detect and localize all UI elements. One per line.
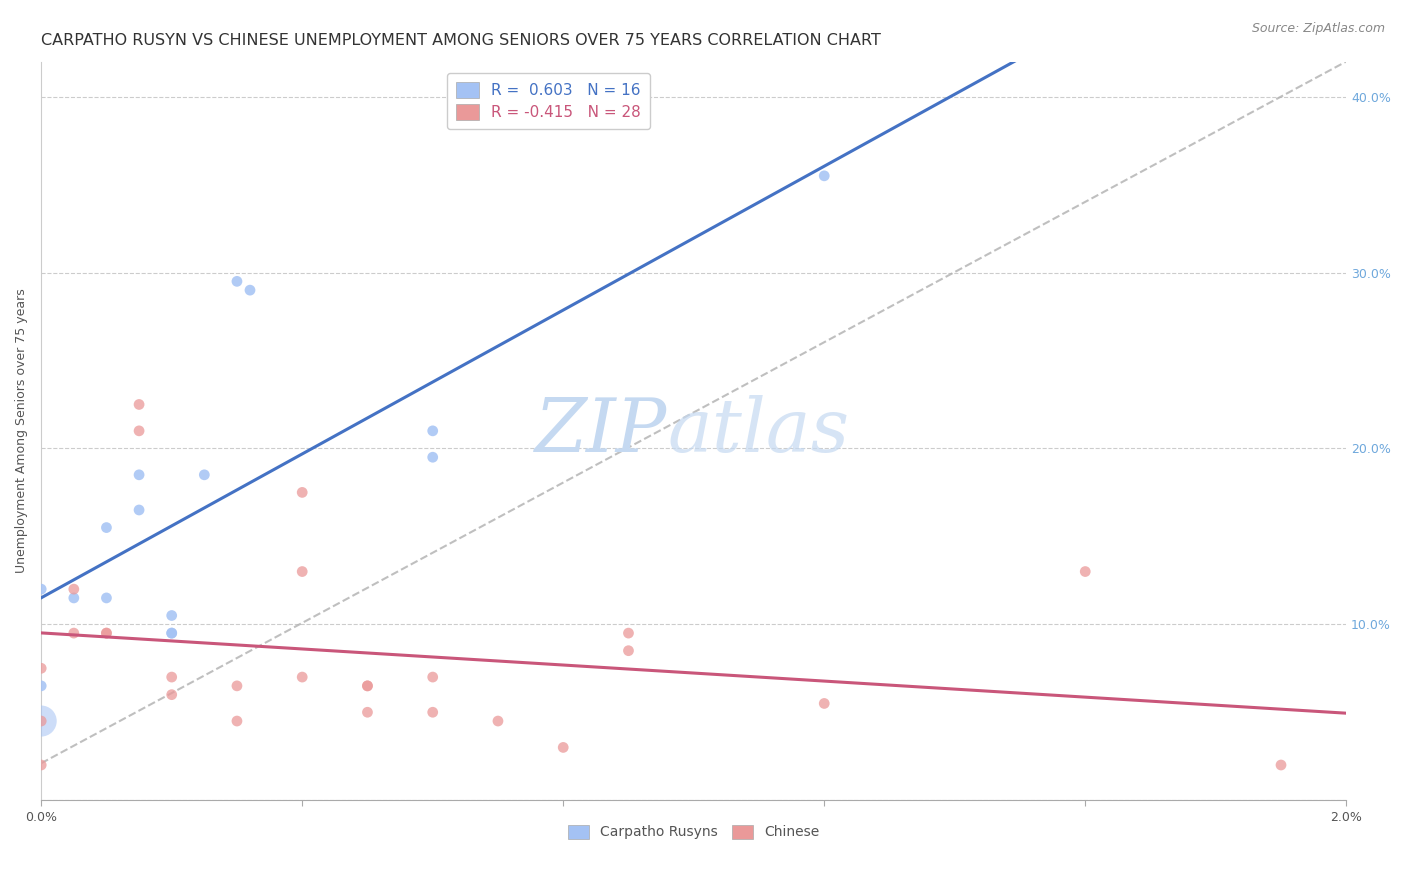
Point <box>96 626 118 640</box>
Point <box>128 467 150 482</box>
Point <box>128 503 150 517</box>
Point <box>356 679 378 693</box>
Point <box>30 661 52 675</box>
Point <box>226 714 249 728</box>
Point <box>617 626 640 640</box>
Point <box>96 520 118 534</box>
Point <box>1270 758 1292 772</box>
Point <box>226 679 249 693</box>
Point <box>291 670 314 684</box>
Y-axis label: Unemployment Among Seniors over 75 years: Unemployment Among Seniors over 75 years <box>15 288 28 574</box>
Point <box>160 688 183 702</box>
Point <box>486 714 509 728</box>
Point <box>617 643 640 657</box>
Point <box>160 626 183 640</box>
Point <box>30 758 52 772</box>
Point <box>422 705 444 719</box>
Point <box>30 714 52 728</box>
Point <box>63 626 86 640</box>
Point <box>63 582 86 596</box>
Point <box>553 740 575 755</box>
Point <box>813 697 835 711</box>
Text: Source: ZipAtlas.com: Source: ZipAtlas.com <box>1251 22 1385 36</box>
Point <box>96 626 118 640</box>
Text: atlas: atlas <box>668 394 849 467</box>
Point <box>30 582 52 596</box>
Point <box>96 591 118 605</box>
Point <box>356 705 378 719</box>
Point <box>193 467 215 482</box>
Point <box>160 670 183 684</box>
Point <box>422 450 444 465</box>
Point <box>160 608 183 623</box>
Text: CARPATHO RUSYN VS CHINESE UNEMPLOYMENT AMONG SENIORS OVER 75 YEARS CORRELATION C: CARPATHO RUSYN VS CHINESE UNEMPLOYMENT A… <box>41 33 882 48</box>
Point <box>128 397 150 411</box>
Point <box>30 714 52 728</box>
Point <box>422 670 444 684</box>
Point <box>422 424 444 438</box>
Point <box>813 169 835 183</box>
Point <box>30 679 52 693</box>
Point <box>63 591 86 605</box>
Point <box>160 626 183 640</box>
Text: ZIP: ZIP <box>536 394 668 467</box>
Point <box>291 565 314 579</box>
Point <box>291 485 314 500</box>
Point <box>128 424 150 438</box>
Legend: Carpatho Rusyns, Chinese: Carpatho Rusyns, Chinese <box>562 819 825 845</box>
Point <box>1074 565 1097 579</box>
Point <box>226 274 249 288</box>
Point <box>239 283 262 297</box>
Point <box>356 679 378 693</box>
